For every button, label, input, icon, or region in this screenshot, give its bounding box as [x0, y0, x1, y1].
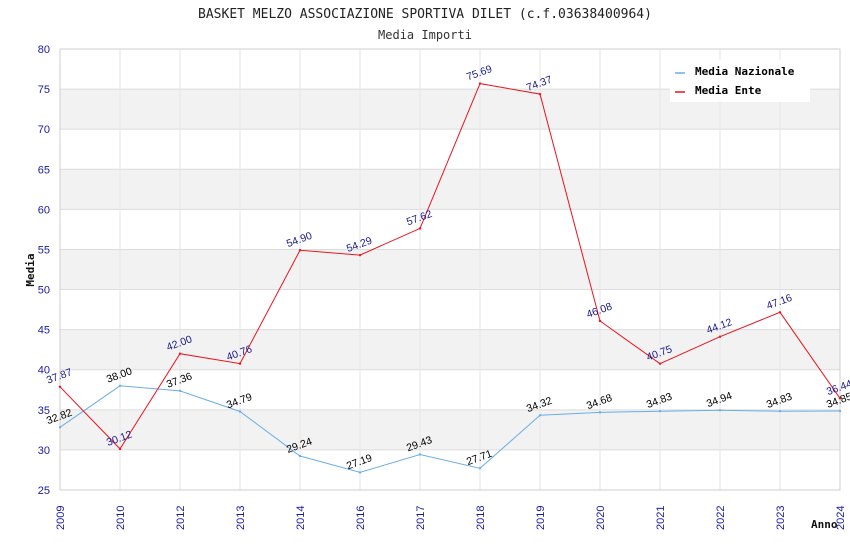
y-tick-label: 45 [38, 325, 50, 337]
legend: Media Nazionale Media Ente [670, 60, 810, 102]
data-point [838, 397, 842, 400]
data-point [658, 409, 662, 413]
data-point [838, 409, 842, 413]
x-axis-ticks: 2009 2010 2012 2013 2014 2016 2017 2018 2019 2020… [55, 506, 847, 530]
y-tick-label: 50 [38, 285, 50, 297]
data-label: 34.83 [765, 391, 794, 411]
data-point [358, 471, 362, 474]
data-point [118, 447, 122, 451]
data-label: 75.69 [465, 63, 494, 83]
x-tick-label: 2021 [655, 506, 667, 530]
data-label: 27.71 [465, 448, 494, 468]
data-point [238, 410, 242, 413]
y-tick-label: 80 [38, 44, 50, 56]
x-tick-label: 2016 [355, 506, 367, 530]
series-lines [58, 82, 842, 474]
data-point [598, 411, 602, 414]
y-tick-label: 65 [38, 164, 50, 176]
x-tick-label: 2017 [415, 506, 427, 530]
data-label: 34.94 [705, 390, 734, 410]
data-label: 57.62 [405, 208, 434, 228]
x-tick-label: 2018 [475, 506, 487, 530]
data-point [718, 409, 722, 412]
x-axis-label: Anno [811, 518, 838, 531]
y-tick-label: 30 [38, 445, 50, 457]
x-tick-label: 2020 [595, 506, 607, 530]
y-tick-label: 75 [38, 84, 50, 96]
y-axis-ticks: 25 30 35 40 45 50 55 60 65 70 75 80 [38, 44, 50, 497]
x-tick-label: 2013 [235, 506, 247, 530]
data-label: 34.68 [585, 392, 614, 412]
grid-bands [59, 48, 841, 491]
x-tick-label: 2022 [715, 506, 727, 530]
data-label: 37.36 [165, 370, 194, 390]
legend-label-media-ente: Media Ente [695, 84, 762, 97]
data-label: 54.90 [285, 230, 314, 250]
legend-label-media-nazionale: Media Nazionale [695, 65, 795, 78]
x-tick-label: 2024 [835, 506, 847, 530]
y-tick-label: 35 [38, 405, 50, 417]
x-tick-label: 2009 [55, 506, 67, 530]
y-axis-label: Media [24, 253, 37, 286]
data-point [598, 319, 602, 323]
data-point [178, 352, 182, 355]
grid-band [60, 169, 840, 210]
x-tick-label: 2014 [295, 506, 307, 530]
data-point [358, 253, 362, 257]
data-point [778, 409, 782, 413]
data-point [298, 454, 302, 458]
data-label: 34.79 [225, 391, 254, 411]
data-label: 47.16 [765, 292, 794, 312]
chart-title: BASKET MELZO ASSOCIAZIONE SPORTIVA DILET… [198, 7, 652, 22]
y-tick-label: 40 [38, 365, 50, 377]
x-tick-label: 2023 [775, 506, 787, 530]
data-point [118, 384, 122, 387]
data-point [178, 389, 182, 393]
y-tick-label: 60 [38, 204, 50, 216]
series-line-media-ente [59, 83, 841, 450]
data-label: 34.83 [645, 391, 674, 411]
grid-band [60, 409, 840, 450]
data-point [538, 92, 542, 96]
grid-band [60, 249, 840, 290]
series-line-media-nazionale [59, 385, 841, 473]
grid-band [60, 329, 840, 370]
y-tick-label: 70 [38, 124, 50, 136]
x-tick-label: 2019 [535, 506, 547, 530]
chart-subtitle: Media Importi [378, 28, 472, 42]
data-point [478, 467, 482, 470]
data-point [538, 414, 542, 417]
data-point [58, 385, 62, 389]
legend-box [670, 60, 810, 102]
data-point [658, 362, 662, 365]
data-point [238, 362, 242, 365]
data-point [718, 335, 722, 338]
y-tick-label: 55 [38, 244, 50, 256]
data-point [778, 311, 782, 314]
data-point [298, 249, 302, 252]
x-tick-label: 2012 [175, 506, 187, 530]
data-point [418, 227, 422, 230]
x-tick-label: 2010 [115, 506, 127, 530]
data-point [418, 453, 422, 456]
y-tick-label: 25 [38, 485, 50, 497]
plot-frame [59, 48, 841, 491]
data-point [58, 426, 62, 429]
data-point [478, 82, 482, 85]
